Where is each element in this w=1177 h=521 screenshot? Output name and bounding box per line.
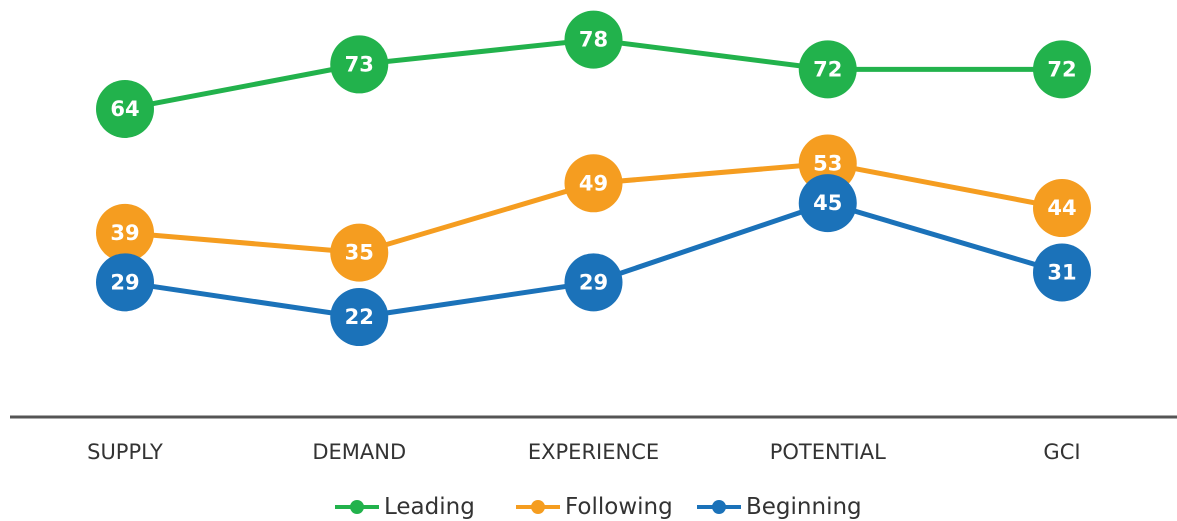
point [96,203,154,262]
point [96,253,154,312]
data-label: 53 [813,151,842,175]
x-tick-label: GCI [1043,440,1080,464]
point [1033,243,1091,302]
data-label: 45 [813,191,842,215]
x-tick-label: SUPPLY [87,440,163,464]
point [564,10,623,69]
data-label: 35 [345,241,374,265]
legend-marker [712,500,726,514]
legend-marker [350,500,364,514]
data-label: 29 [579,270,608,294]
point [564,253,623,312]
point [798,40,857,99]
legend-label: Leading [384,494,475,520]
point [330,223,389,282]
point [96,79,154,138]
data-label: 78 [579,28,608,52]
point [1033,179,1091,238]
data-label: 73 [345,52,374,76]
point [330,35,389,94]
legend-marker [531,500,545,514]
x-tick-label: POTENTIAL [770,440,886,464]
x-tick-label: EXPERIENCE [528,440,659,464]
data-label: 72 [1047,57,1076,81]
data-label: 31 [1047,260,1076,284]
point [798,134,857,193]
point [330,288,389,347]
data-label: 29 [110,270,139,294]
data-label: 39 [110,221,139,245]
point [798,174,857,233]
point [564,154,623,213]
legend-label: Beginning [746,494,862,520]
x-tick-label: DEMAND [312,440,406,464]
legend-label: Following [565,494,673,520]
data-label: 49 [579,171,608,195]
data-label: 72 [813,57,842,81]
data-label: 22 [345,305,374,329]
data-label: 64 [110,97,139,121]
point [1033,40,1091,99]
data-label: 44 [1047,196,1076,220]
